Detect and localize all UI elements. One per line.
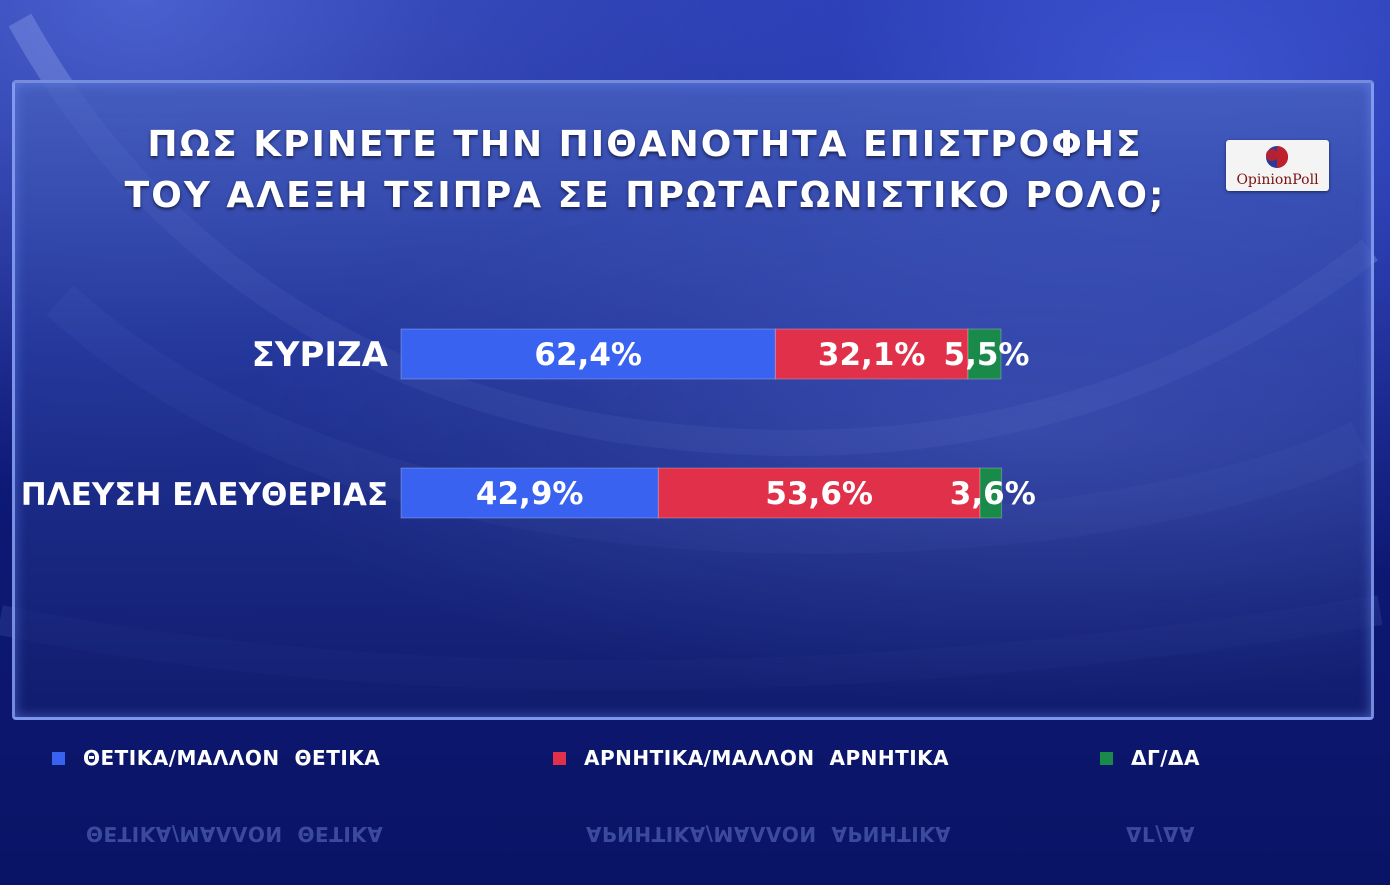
chart-panel	[12, 80, 1374, 720]
legend-item-negative: ΑΡΝΗΤΙΚΑ/ΜΑΛΛΟΝ ΑΡΝΗΤΙΚΑ	[553, 746, 949, 770]
legend-label-dk: ΔΓ/ΔΑ	[1131, 746, 1200, 770]
legend-label-negative: ΑΡΝΗΤΙΚΑ/ΜΑΛΛΟΝ ΑΡΝΗΤΙΚΑ	[584, 746, 950, 770]
legend-item-dk: ΔΓ/ΔΑ	[1100, 746, 1200, 770]
bar-syriza-dk	[967, 328, 1002, 380]
bar-plefsi-eleftherias-positive	[400, 467, 659, 519]
chart-title-line-1: ΠΩΣ ΚΡΙΝΕΤΕ ΤΗΝ ΠΙΘΑΝΟΤΗΤΑ ΕΠΙΣΤΡΟΦΗΣ	[147, 124, 1143, 165]
legend-swatch-positive	[52, 751, 65, 765]
value-label-syriza-dk: 5,5%	[944, 337, 1030, 373]
value-label-syriza-positive: 62,4%	[534, 337, 642, 373]
value-label-plefsi-eleftherias-positive: 42,9%	[476, 476, 584, 512]
bar-plefsi-eleftherias-dk	[979, 467, 1003, 519]
category-label-syriza: ΣΥΡΙΖΑ	[252, 335, 389, 375]
chart-title-line-2: ΤΟΥ ΑΛΕΞΗ ΤΣΙΠΡΑ ΣΕ ΠΡΩΤΑΓΩΝΙΣΤΙΚΟ ΡΟΛΟ;	[124, 175, 1166, 216]
category-label-plefsi-eleftherias: ΠΛΕΥΣΗ ΕΛΕΥΘΕΡΙΑΣ	[21, 477, 388, 513]
legend-label-positive: ΘΕΤΙΚΑ/ΜΑΛΛΟΝ ΘΕΤΙΚΑ	[83, 746, 381, 770]
legend-reflection-dk: ΔΓ/ΔΑ	[1126, 822, 1195, 846]
logo-circle-icon	[1266, 146, 1288, 168]
value-label-plefsi-eleftherias-negative: 53,6%	[765, 476, 873, 512]
bar-plefsi-eleftherias-negative	[657, 467, 981, 519]
legend-swatch-dk	[1100, 751, 1113, 765]
legend-item-positive: ΘΕΤΙΚΑ/ΜΑΛΛΟΝ ΘΕΤΙΚΑ	[52, 746, 380, 770]
logo-text: OpinionPoll	[1236, 172, 1319, 188]
legend-reflection-negative: ΑΡΝΗΤΙΚΑ/ΜΑΛΛΟΝ ΑΡΝΗΤΙΚΑ	[586, 822, 952, 846]
legend-reflection-positive: ΘΕΤΙΚΑ/ΜΑΛΛΟΝ ΘΕΤΙΚΑ	[86, 822, 384, 846]
bar-syriza-negative	[774, 328, 969, 380]
opinionpoll-logo: OpinionPoll	[1226, 140, 1329, 191]
legend-swatch-negative	[553, 751, 566, 765]
value-label-plefsi-eleftherias-dk: 3,6%	[950, 476, 1036, 512]
bar-syriza-positive	[400, 328, 776, 380]
value-label-syriza-negative: 32,1%	[818, 337, 926, 373]
